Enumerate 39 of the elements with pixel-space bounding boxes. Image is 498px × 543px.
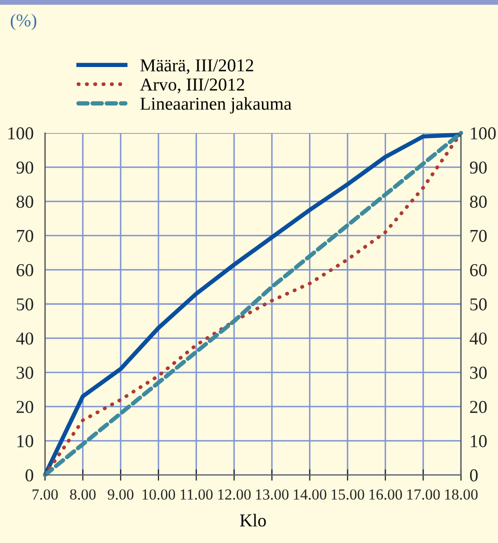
y-tick-label: 70 xyxy=(17,230,34,242)
legend-label: Määrä, III/2012 xyxy=(140,59,254,74)
y-tick-label: 60 xyxy=(16,264,34,276)
x-tick-label: 9.00 xyxy=(108,489,134,500)
y-tick-label: 100 xyxy=(8,127,34,140)
y2-tick-label: 70 xyxy=(470,230,487,242)
x-tick-label: 14.00 xyxy=(294,489,326,500)
text: (%) xyxy=(10,14,36,30)
y2-tick-label: 40 xyxy=(470,332,487,345)
legend-label: Lineaarinen jakauma xyxy=(140,97,292,114)
y-tick-label: 0 xyxy=(26,469,34,482)
y2-tick-label: 50 xyxy=(470,298,487,310)
x-tick-label: 17.00 xyxy=(407,489,440,500)
x-tick-label: 7.00 xyxy=(32,489,58,500)
x-tick-label: 12.00 xyxy=(218,489,251,500)
x-axis-title: Klo xyxy=(240,514,266,527)
y2-tick-label: 100 xyxy=(470,127,496,140)
y2-tick-label: 90 xyxy=(470,161,487,174)
y2-tick-label: 0 xyxy=(470,469,478,482)
y-tick-label: 50 xyxy=(16,298,34,310)
y2-tick-label: 30 xyxy=(470,366,487,379)
y2-tick-label: 20 xyxy=(470,400,487,414)
y-tick-label: 80 xyxy=(16,196,34,208)
x-tick-label: 13.00 xyxy=(256,489,289,500)
y-tick-label: 40 xyxy=(16,332,34,345)
y2-tick-label: 80 xyxy=(470,196,487,208)
legend-label: Arvo, III/2012 xyxy=(140,78,244,94)
x-tick-label: 8.00 xyxy=(70,489,96,500)
y-tick-label: 90 xyxy=(16,161,34,174)
y-tick-label: 10 xyxy=(17,435,34,448)
y2-tick-label: 10 xyxy=(470,435,487,448)
x-tick-label: 16.00 xyxy=(370,489,402,500)
y2-tick-label: 60 xyxy=(470,264,487,276)
x-tick-label: 15.00 xyxy=(332,489,364,500)
x-tick-label: 18.00 xyxy=(445,489,478,500)
x-tick-label: 10.00 xyxy=(142,489,176,500)
x-tick-label: 11.00 xyxy=(180,489,213,500)
y-tick-label: 30 xyxy=(16,366,34,379)
y-tick-label: 20 xyxy=(16,400,34,414)
